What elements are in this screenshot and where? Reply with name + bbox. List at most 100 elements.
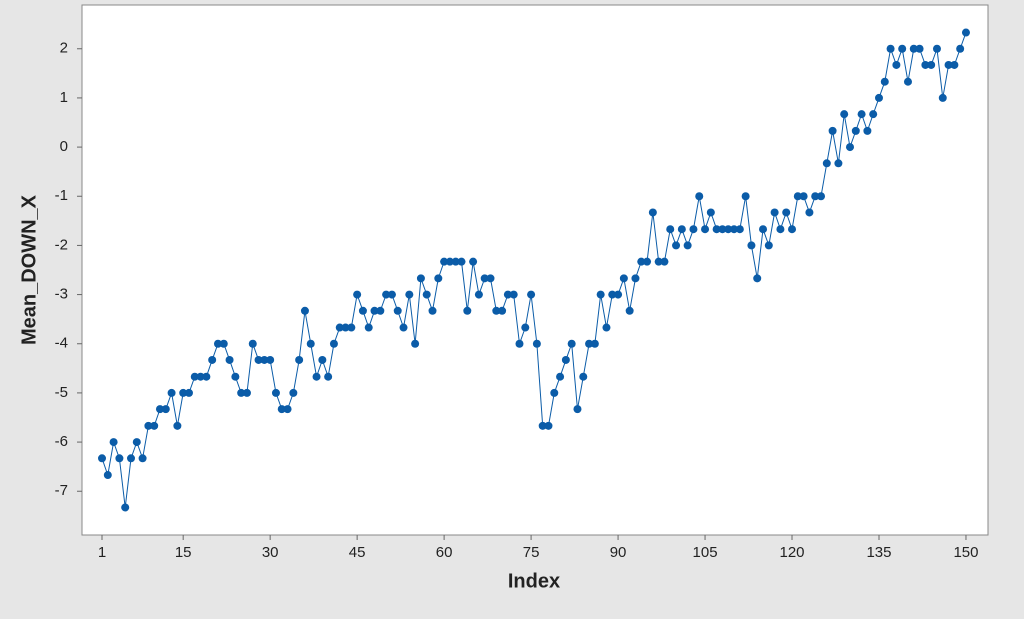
- data-point: [474, 290, 483, 299]
- data-point: [938, 93, 947, 102]
- data-point: [672, 241, 681, 250]
- data-point: [341, 323, 350, 332]
- data-point: [631, 274, 640, 283]
- data-point: [498, 306, 507, 315]
- data-point: [689, 225, 698, 234]
- data-point: [961, 28, 970, 37]
- data-point: [759, 225, 768, 234]
- data-point: [370, 306, 379, 315]
- data-point: [770, 208, 779, 217]
- data-point: [434, 274, 443, 283]
- data-point: [335, 323, 344, 332]
- data-point: [161, 405, 170, 414]
- data-point: [585, 339, 594, 348]
- y-tick-label: -4: [55, 335, 68, 352]
- data-point: [932, 44, 941, 53]
- data-point: [184, 388, 193, 397]
- data-point: [300, 306, 309, 315]
- data-point: [857, 110, 866, 119]
- data-point: [764, 241, 773, 250]
- data-point: [364, 323, 373, 332]
- data-point: [173, 421, 182, 430]
- data-point: [138, 454, 147, 463]
- data-point: [231, 372, 240, 381]
- data-point: [277, 405, 286, 414]
- data-point: [753, 274, 762, 283]
- data-point: [822, 159, 831, 168]
- x-axis-label: Index: [508, 570, 560, 592]
- data-point: [950, 60, 959, 69]
- data-point: [144, 421, 153, 430]
- y-tick-label: -1: [55, 187, 68, 204]
- x-tick-label: 135: [866, 544, 891, 561]
- y-axis-label: Mean_DOWN_X: [18, 194, 40, 345]
- data-point: [851, 126, 860, 135]
- data-point: [834, 159, 843, 168]
- data-point: [98, 454, 107, 463]
- data-point: [358, 306, 367, 315]
- y-tick-label: -2: [55, 236, 68, 253]
- data-point: [480, 274, 489, 283]
- data-point: [730, 225, 739, 234]
- data-point: [521, 323, 530, 332]
- y-tick-label: 1: [60, 89, 68, 106]
- y-tick-label: 0: [60, 138, 68, 155]
- data-point: [927, 60, 936, 69]
- data-point: [329, 339, 338, 348]
- data-point: [840, 110, 849, 119]
- data-point: [845, 143, 854, 152]
- data-point: [399, 323, 408, 332]
- data-point: [492, 306, 501, 315]
- data-point: [260, 355, 269, 364]
- data-point: [266, 355, 275, 364]
- data-point: [115, 454, 124, 463]
- data-point: [915, 44, 924, 53]
- data-point: [683, 241, 692, 250]
- plot-area: [81, 4, 989, 536]
- x-tick-label: 15: [175, 544, 192, 561]
- data-point: [614, 290, 623, 299]
- data-point: [909, 44, 918, 53]
- data-point: [318, 355, 327, 364]
- data-point: [347, 323, 356, 332]
- data-point: [886, 44, 895, 53]
- data-point: [608, 290, 617, 299]
- data-point: [805, 208, 814, 217]
- data-point: [132, 438, 141, 447]
- data-point: [387, 290, 396, 299]
- data-point: [903, 77, 912, 86]
- data-point: [451, 257, 460, 266]
- data-point: [956, 44, 965, 53]
- data-point: [869, 110, 878, 119]
- data-point: [289, 388, 298, 397]
- data-point: [788, 225, 797, 234]
- data-point: [712, 225, 721, 234]
- data-point: [486, 274, 495, 283]
- data-point: [411, 339, 420, 348]
- data-point: [422, 290, 431, 299]
- data-point: [271, 388, 280, 397]
- data-point: [248, 339, 257, 348]
- data-point: [103, 471, 112, 480]
- data-point: [202, 372, 211, 381]
- y-tick-label: -5: [55, 384, 68, 401]
- data-point: [793, 192, 802, 201]
- data-point: [550, 388, 559, 397]
- data-point: [695, 192, 704, 201]
- data-point: [718, 225, 727, 234]
- data-point: [109, 438, 118, 447]
- data-point: [735, 225, 744, 234]
- y-tick-label: -7: [55, 482, 68, 499]
- data-point: [892, 60, 901, 69]
- x-tick-label: 150: [953, 544, 978, 561]
- x-tick-label: 75: [523, 544, 540, 561]
- y-tick-label: 2: [60, 40, 68, 57]
- data-point: [706, 208, 715, 217]
- data-point: [556, 372, 565, 381]
- data-point: [469, 257, 478, 266]
- data-point: [579, 372, 588, 381]
- data-point: [393, 306, 402, 315]
- x-tick-label: 120: [779, 544, 804, 561]
